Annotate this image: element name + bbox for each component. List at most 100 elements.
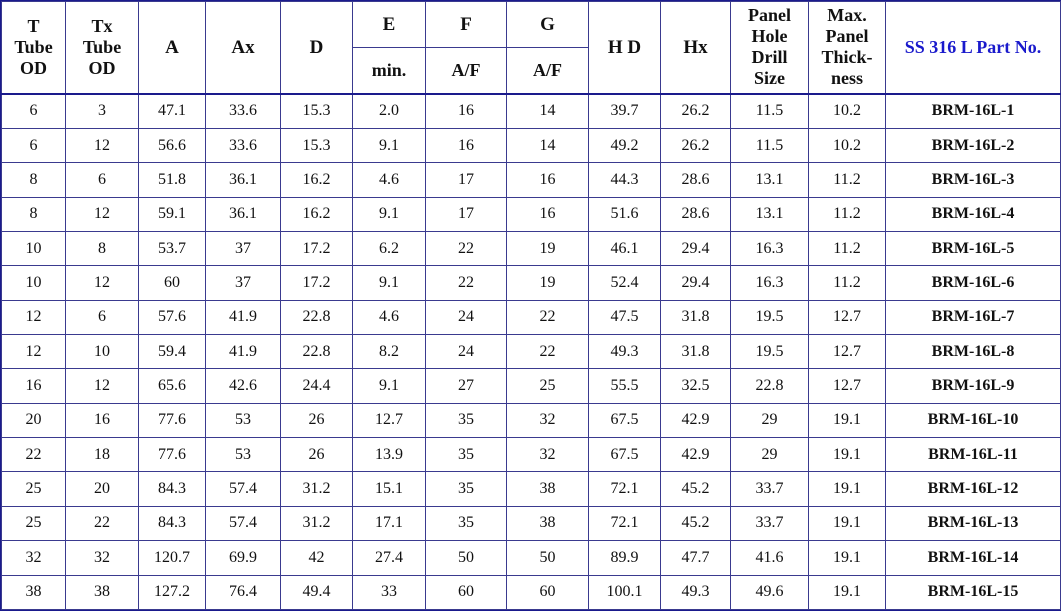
- cell-f-af: 24: [425, 334, 507, 370]
- table-row: 16 12 65.6 42.6 24.4 9.1 27 25 55.5 32.5 22.8 12.7 B…: [1, 368, 1061, 404]
- table-row: 12 6 57.6 41.9 22.8 4.6 24 22 47.5 31.8 19.5 12.7 BR…: [1, 299, 1061, 336]
- cell-e-min: 12.7: [352, 402, 426, 439]
- cell-g-af: 38: [506, 505, 589, 542]
- cell-hd: 47.5: [588, 299, 661, 336]
- header-max-panel-thickness: Max. Panel Thick- ness: [808, 1, 886, 94]
- cell-a: 77.6: [138, 402, 206, 439]
- cell-d: 15.3: [280, 93, 353, 129]
- cell-ax: 37: [205, 265, 281, 301]
- cell-hd: 72.1: [588, 471, 661, 507]
- cell-panel-hole-drill-size: 13.1: [730, 162, 809, 198]
- header-d: D: [280, 1, 353, 94]
- cell-t-tube-od: 6: [1, 93, 66, 129]
- table-row: 10 12 60 37 17.2 9.1 22 19 52.4 29.4 16.3 11.2 BRM-1…: [1, 265, 1061, 301]
- cell-a: 84.3: [138, 505, 206, 542]
- cell-max-panel-thickness: 19.1: [808, 471, 886, 507]
- cell-tx-tube-od: 16: [65, 402, 139, 439]
- cell-f-af: 35: [425, 505, 507, 542]
- cell-hx: 45.2: [660, 471, 731, 507]
- cell-max-panel-thickness: 19.1: [808, 437, 886, 473]
- cell-hx: 32.5: [660, 368, 731, 404]
- cell-t-tube-od: 25: [1, 471, 66, 507]
- table-row: 8 6 51.8 36.1 16.2 4.6 17 16 44.3 28.6 13.1 11.2 BRM…: [1, 162, 1061, 198]
- cell-f-af: 16: [425, 93, 507, 129]
- cell-t-tube-od: 38: [1, 574, 66, 611]
- cell-f-af: 50: [425, 540, 507, 576]
- cell-tx-tube-od: 32: [65, 540, 139, 576]
- header-tx-tube-od: Tx Tube OD: [65, 1, 139, 94]
- cell-a: 56.6: [138, 127, 206, 164]
- cell-g-af: 22: [506, 334, 589, 370]
- cell-tx-tube-od: 12: [65, 368, 139, 404]
- table-row: 20 16 77.6 53 26 12.7 35 32 67.5 42.9 29 19.1 BRM-16…: [1, 402, 1061, 439]
- cell-max-panel-thickness: 19.1: [808, 574, 886, 611]
- cell-g-af: 16: [506, 162, 589, 198]
- header-line: Size: [754, 68, 785, 89]
- cell-e-min: 4.6: [352, 162, 426, 198]
- cell-t-tube-od: 22: [1, 437, 66, 473]
- cell-e-min: 27.4: [352, 540, 426, 576]
- table-row: 32 32 120.7 69.9 42 27.4 50 50 89.9 47.7 41.6 19.1 B…: [1, 540, 1061, 576]
- cell-tx-tube-od: 22: [65, 505, 139, 542]
- cell-e-min: 9.1: [352, 368, 426, 404]
- cell-hd: 67.5: [588, 437, 661, 473]
- cell-ax: 53: [205, 437, 281, 473]
- cell-panel-hole-drill-size: 33.7: [730, 471, 809, 507]
- cell-g-af: 50: [506, 540, 589, 576]
- cell-g-af: 19: [506, 230, 589, 267]
- cell-ax: 36.1: [205, 162, 281, 198]
- cell-tx-tube-od: 6: [65, 162, 139, 198]
- table-row: 12 10 59.4 41.9 22.8 8.2 24 22 49.3 31.8 19.5 12.7 B…: [1, 334, 1061, 370]
- cell-tx-tube-od: 20: [65, 471, 139, 507]
- cell-ax: 33.6: [205, 127, 281, 164]
- cell-tx-tube-od: 38: [65, 574, 139, 611]
- cell-panel-hole-drill-size: 29: [730, 402, 809, 439]
- cell-hd: 49.3: [588, 334, 661, 370]
- header-line: Hole: [751, 26, 788, 47]
- cell-panel-hole-drill-size: 49.6: [730, 574, 809, 611]
- table-row: 22 18 77.6 53 26 13.9 35 32 67.5 42.9 29 19.1 BRM-16…: [1, 437, 1061, 473]
- cell-hd: 55.5: [588, 368, 661, 404]
- cell-hx: 42.9: [660, 437, 731, 473]
- header-line: OD: [88, 57, 116, 78]
- cell-hx: 29.4: [660, 265, 731, 301]
- cell-tx-tube-od: 3: [65, 93, 139, 129]
- cell-max-panel-thickness: 11.2: [808, 265, 886, 301]
- cell-hx: 28.6: [660, 196, 731, 232]
- cell-hx: 42.9: [660, 402, 731, 439]
- cell-part-no: BRM-16L-7: [885, 299, 1061, 336]
- cell-hx: 29.4: [660, 230, 731, 267]
- cell-hx: 31.8: [660, 299, 731, 336]
- cell-max-panel-thickness: 10.2: [808, 93, 886, 129]
- table-body: 6 3 47.1 33.6 15.3 2.0 16 14 39.7 26.2 11.5 10.2 BRM…: [1, 93, 1061, 611]
- header-t-tube-od: T Tube OD: [1, 1, 66, 94]
- cell-max-panel-thickness: 12.7: [808, 334, 886, 370]
- cell-ax: 36.1: [205, 196, 281, 232]
- cell-panel-hole-drill-size: 16.3: [730, 230, 809, 267]
- table-row: 38 38 127.2 76.4 49.4 33 60 60 100.1 49.3 49.6 19.1…: [1, 574, 1061, 611]
- cell-a: 59.4: [138, 334, 206, 370]
- cell-t-tube-od: 32: [1, 540, 66, 576]
- cell-e-min: 15.1: [352, 471, 426, 507]
- cell-panel-hole-drill-size: 22.8: [730, 368, 809, 404]
- cell-ax: 57.4: [205, 505, 281, 542]
- table-row: 6 12 56.6 33.6 15.3 9.1 16 14 49.2 26.2 11.5 10.2 BR…: [1, 127, 1061, 164]
- cell-hx: 47.7: [660, 540, 731, 576]
- cell-max-panel-thickness: 19.1: [808, 402, 886, 439]
- cell-d: 31.2: [280, 505, 353, 542]
- cell-ax: 76.4: [205, 574, 281, 611]
- cell-max-panel-thickness: 11.2: [808, 162, 886, 198]
- cell-a: 47.1: [138, 93, 206, 129]
- cell-tx-tube-od: 12: [65, 265, 139, 301]
- cell-a: 65.6: [138, 368, 206, 404]
- cell-g-af: 25: [506, 368, 589, 404]
- header-line: Max.: [827, 5, 867, 26]
- cell-part-no: BRM-16L-10: [885, 402, 1061, 439]
- table-row: 10 8 53.7 37 17.2 6.2 22 19 46.1 29.4 16.3 11.2 BRM-…: [1, 230, 1061, 267]
- cell-part-no: BRM-16L-9: [885, 368, 1061, 404]
- cell-g-af: 38: [506, 471, 589, 507]
- cell-d: 17.2: [280, 230, 353, 267]
- cell-f-af: 35: [425, 402, 507, 439]
- cell-f-af: 60: [425, 574, 507, 611]
